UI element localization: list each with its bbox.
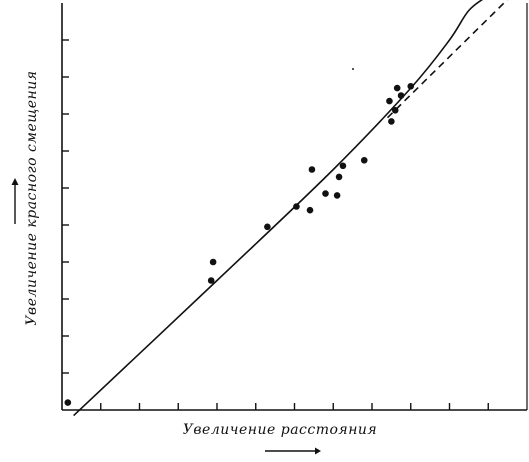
data-point: [397, 92, 405, 99]
data-point: [386, 97, 393, 105]
data-point: [308, 166, 316, 173]
data-point: [333, 192, 341, 199]
data-point: [339, 162, 347, 170]
solid-curve: [73, 0, 483, 417]
data-point: [322, 190, 329, 197]
data-point: [209, 258, 217, 266]
y-ticks: [62, 39, 69, 374]
x-direction-arrow: [265, 447, 321, 455]
data-point: [388, 118, 395, 125]
data-point: [360, 156, 368, 164]
y-direction-arrow: [11, 178, 19, 224]
data-points: [64, 82, 415, 406]
data-point: [391, 107, 399, 114]
x-ticks: [100, 403, 489, 410]
x-axis-label: Увеличение расстояния: [182, 422, 378, 438]
data-point: [407, 82, 415, 90]
stray-mark: [352, 68, 354, 70]
dashed-line: [386, 0, 509, 119]
data-point: [293, 203, 300, 210]
y-axis-label: Увеличение красного смещения: [24, 70, 40, 326]
data-point: [264, 223, 271, 231]
data-point: [335, 173, 343, 181]
data-point: [393, 84, 401, 92]
data-point: [64, 399, 72, 406]
data-point: [207, 277, 215, 284]
data-point: [306, 206, 314, 214]
fit-lines: [73, 0, 509, 417]
